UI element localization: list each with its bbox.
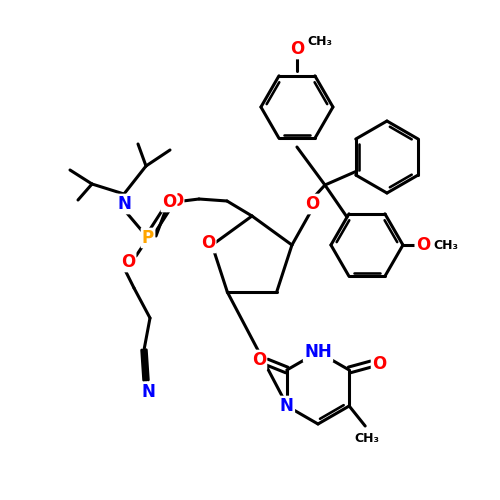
Text: CH₃: CH₃ <box>354 432 380 445</box>
Text: O: O <box>290 40 304 58</box>
Text: P: P <box>142 229 154 247</box>
Text: CH₃: CH₃ <box>433 238 458 252</box>
Text: N: N <box>141 383 155 401</box>
Text: O: O <box>162 193 176 211</box>
Text: O: O <box>169 192 183 210</box>
Text: O: O <box>305 195 319 213</box>
Text: O: O <box>121 253 135 271</box>
Text: O: O <box>252 351 266 369</box>
Text: O: O <box>372 355 386 373</box>
Text: N: N <box>117 195 131 213</box>
Text: NH: NH <box>304 343 332 361</box>
Text: CH₃: CH₃ <box>307 34 332 48</box>
Text: N: N <box>280 397 294 415</box>
Text: O: O <box>201 234 215 252</box>
Text: O: O <box>416 236 430 254</box>
